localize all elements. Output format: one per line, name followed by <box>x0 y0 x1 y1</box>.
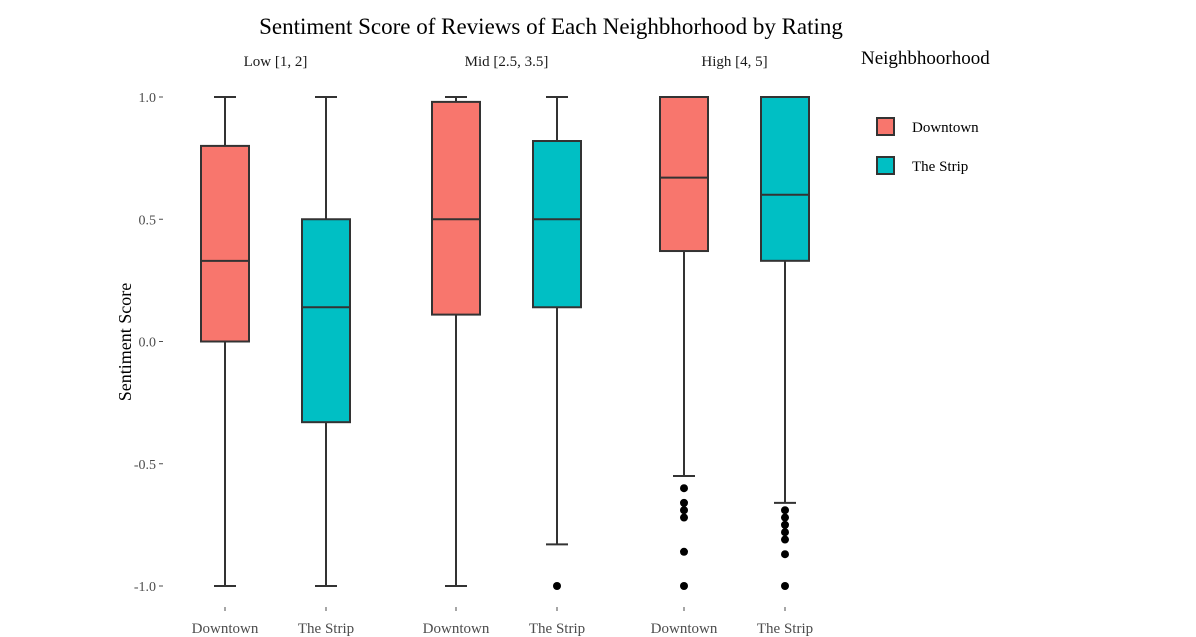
facet-panel: Low [1, 2] Downtown The Strip <box>192 54 354 637</box>
box-iqr <box>301 218 351 424</box>
outlier-point <box>680 484 688 493</box>
x-tick-label: Downtown <box>192 621 259 637</box>
outlier-point <box>680 513 688 522</box>
box-iqr <box>760 96 810 262</box>
facet-panel: High [4, 5] Downtown The Strip <box>651 54 813 637</box>
legend-title: Neighbhoorhood <box>861 48 990 69</box>
outlier-point <box>680 498 688 507</box>
outlier-point <box>781 528 789 537</box>
x-tick-label: The Strip <box>298 621 354 637</box>
outlier-point <box>680 506 688 515</box>
legend-swatch <box>876 156 895 175</box>
box-the-strip: The Strip <box>757 96 813 637</box>
facet-label: High [4, 5] <box>701 54 767 70</box>
y-tick-label: 0.0 <box>139 336 157 351</box>
y-tick-label: 1.0 <box>139 91 157 106</box>
outlier-point <box>781 535 789 544</box>
x-tick-label: Downtown <box>651 621 718 637</box>
outlier-point <box>680 582 688 590</box>
outlier-point <box>781 582 789 590</box>
x-tick-label: The Strip <box>757 621 813 637</box>
box-downtown: Downtown <box>651 96 718 637</box>
y-axis: 1.0 0.5 0.0 -0.5 -1.0 <box>134 91 163 595</box>
outlier-point <box>680 547 688 556</box>
facet-label: Mid [2.5, 3.5] <box>465 54 549 70</box>
outlier-point <box>781 520 789 529</box>
box-downtown: Downtown <box>423 96 490 637</box>
box-the-strip: The Strip <box>298 96 354 637</box>
box-downtown: Downtown <box>192 96 259 637</box>
x-tick-label: The Strip <box>529 621 585 637</box>
box-iqr <box>431 100 481 316</box>
facet-label: Low [1, 2] <box>244 54 308 70</box>
box-iqr <box>532 140 582 309</box>
outlier-point <box>781 506 789 515</box>
outlier-point <box>781 513 789 522</box>
outlier-point <box>781 550 789 559</box>
y-axis-title: Sentiment Score <box>115 283 135 401</box>
legend-label: Downtown <box>912 120 979 136</box>
y-tick-label: 0.5 <box>139 213 157 228</box>
box-the-strip: The Strip <box>529 96 585 637</box>
y-tick-label: -0.5 <box>134 458 156 473</box>
legend-entries: Downtown The Strip <box>876 117 979 175</box>
box-iqr <box>659 96 709 253</box>
legend-swatch <box>876 117 895 136</box>
y-tick-label: -1.0 <box>134 580 156 595</box>
legend: Neighbhoorhood Downtown The Strip <box>861 48 990 175</box>
legend-label: The Strip <box>912 159 968 175</box>
outlier-point <box>553 582 561 590</box>
legend-entry: The Strip <box>876 156 968 175</box>
box-iqr <box>200 144 250 343</box>
facet-panel: Mid [2.5, 3.5] Downtown The Strip <box>423 54 585 637</box>
legend-entry: Downtown <box>876 117 979 136</box>
chart-title: Sentiment Score of Reviews of Each Neigh… <box>259 14 843 39</box>
x-tick-label: Downtown <box>423 621 490 637</box>
